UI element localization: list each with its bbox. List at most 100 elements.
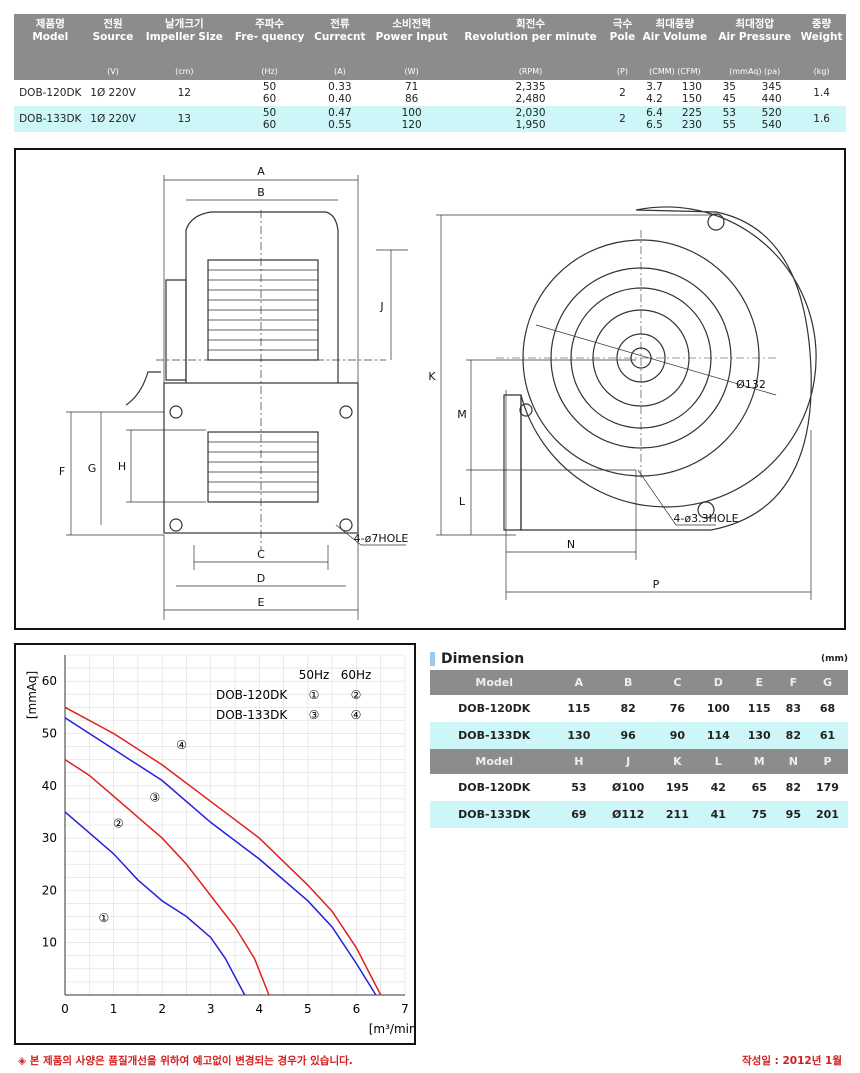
dimension-header: F <box>779 670 807 695</box>
series-line <box>64 758 270 996</box>
table-row: DOB-133DK 1Ø 220V 13 50 60 0.47 0.55 100 120 2… <box>14 106 846 132</box>
label-k: K <box>428 370 436 383</box>
header-unit: (RPM) <box>518 67 543 76</box>
cell-cfm: 225 230 <box>671 106 713 132</box>
dimension-cell: 130 <box>738 722 780 749</box>
dimension-cell: 65 <box>751 781 767 794</box>
spec-header: 최대정압 Air Pressure (mmAq) (pa) <box>712 14 798 80</box>
header-unit: (kg) <box>813 67 830 76</box>
y-axis-label: [mmAq] <box>25 671 39 719</box>
dimension-cell: DOB-133DK <box>430 722 559 749</box>
scroll-housing <box>520 206 817 531</box>
footer-date: 작성일 : 2012년 1월 <box>742 1055 842 1067</box>
header-en: Weight <box>800 31 843 43</box>
dimension-cell: 130 <box>558 722 600 749</box>
cell-rpm: 2,335 2,480 <box>515 81 546 105</box>
dimension-cell: 61 <box>806 722 848 749</box>
y-tick-label: 10 <box>42 936 57 950</box>
cell-mmaq: 53 55 <box>712 106 747 132</box>
dimension-drawing: A B C D E F G H J K L M N P 4-ø7HOLE 4-ø… <box>14 148 846 630</box>
dimension-cell: 41 <box>697 801 739 828</box>
series-line <box>64 811 246 996</box>
dimension-cell: 114 <box>697 722 739 749</box>
legend-model: DOB-133DK <box>216 708 288 722</box>
cell-current: 0.33 0.40 <box>328 81 352 105</box>
dimension-section: Dimension (mm) Model A B C D E F G DOB-120DK 115 8… <box>430 648 848 828</box>
spec-header: 전류 Currecnt (A) <box>309 14 370 80</box>
header-en: Model <box>32 31 69 43</box>
spec-header: 전원 Source (V) <box>86 14 140 80</box>
table-row: DOB-120DK 1Ø 220V 12 50 60 0.33 0.40 71 86 2,3… <box>14 80 846 106</box>
label-c: C <box>257 548 265 561</box>
table-row: DOB-120DK 115 82 76 100 115 83 68 <box>430 695 848 722</box>
label-f: F <box>59 465 65 478</box>
header-ko: 최대정압 <box>735 18 775 30</box>
header-ko: 전류 <box>330 18 350 30</box>
spec-table: 제품명 Model 전원 Source (V) 날개크기 Impeller Size (cm)… <box>14 14 846 132</box>
cell-freq: 50 60 <box>229 106 310 132</box>
dimension-header: Model <box>430 749 559 774</box>
header-ko: 전원 <box>103 18 123 30</box>
y-tick-label: 40 <box>42 779 57 793</box>
dimension-cell: DOB-120DK <box>458 702 531 715</box>
series-label: ② <box>113 817 124 831</box>
spec-header: 극수 Pole (P) <box>607 14 638 80</box>
dimension-header: E <box>738 670 780 695</box>
dimension-cell: 100 <box>706 702 730 715</box>
cell-size: 12 <box>177 87 191 99</box>
label-a: A <box>257 165 265 178</box>
header-en: Source <box>92 31 134 43</box>
header-unit: (mmAq) (pa) <box>729 67 781 76</box>
dimension-header-row: Model H J K L M N P <box>430 749 848 774</box>
cell-cfm: 130 150 <box>681 81 702 105</box>
y-tick-label: 60 <box>42 674 57 688</box>
cell-pole: 2 <box>607 106 638 132</box>
title-marker <box>430 652 435 666</box>
dimension-cell: 95 <box>779 801 807 828</box>
legend-60hz: 60Hz <box>341 668 372 682</box>
dimension-header: N <box>779 749 807 774</box>
dimension-header: J <box>599 749 657 774</box>
dimension-cell: 83 <box>785 702 801 715</box>
y-tick-label: 20 <box>42 883 57 897</box>
label-e: E <box>258 596 265 609</box>
series-line <box>64 706 382 996</box>
dimension-cell: 42 <box>710 781 726 794</box>
header-ko: 회전수 <box>516 18 546 30</box>
cell-power: 100 120 <box>369 106 454 132</box>
dimension-cell: 82 <box>785 781 801 794</box>
series-label: ③ <box>149 790 160 804</box>
spec-header: 중량 Weight (kg) <box>797 14 846 80</box>
series-line <box>64 717 377 996</box>
dimension-cell: Ø100 <box>611 781 645 794</box>
label-d: D <box>257 572 265 585</box>
dimension-cell: 69 <box>558 801 600 828</box>
label-m: M <box>457 408 467 421</box>
header-ko: 중량 <box>811 18 832 30</box>
cell-model: DOB-120DK <box>19 87 82 99</box>
cell-cmm: 3.7 4.2 <box>646 81 663 105</box>
dimension-cell: 211 <box>656 801 698 828</box>
legend-mark: ① <box>309 688 320 702</box>
legend-50hz: 50Hz <box>299 668 330 682</box>
x-tick-label: 4 <box>255 1002 263 1016</box>
header-en: Impeller Size <box>145 31 223 43</box>
header-ko: 소비전력 <box>392 18 431 30</box>
dimension-table: Model A B C D E F G DOB-120DK 115 82 76 100 115 83 68 DO… <box>430 670 848 828</box>
header-en: Power Input <box>375 31 448 43</box>
legend-model: DOB-120DK <box>216 688 288 702</box>
cell-source: 1Ø 220V <box>90 87 136 99</box>
dimension-header: G <box>806 670 848 695</box>
hole-front-label: 4-ø7HOLE <box>354 532 409 545</box>
cell-pa: 520 540 <box>746 106 798 132</box>
cell-weight: 1.6 <box>797 106 846 132</box>
dimension-header: M <box>738 749 780 774</box>
x-tick-label: 2 <box>158 1002 166 1016</box>
legend-mark: ④ <box>351 708 362 722</box>
series-label: ④ <box>176 738 187 752</box>
y-tick-label: 50 <box>42 726 57 740</box>
label-g: G <box>88 462 97 475</box>
label-b: B <box>257 186 265 199</box>
header-en: Currecnt <box>314 31 366 43</box>
spec-header: 제품명 Model <box>14 14 87 80</box>
